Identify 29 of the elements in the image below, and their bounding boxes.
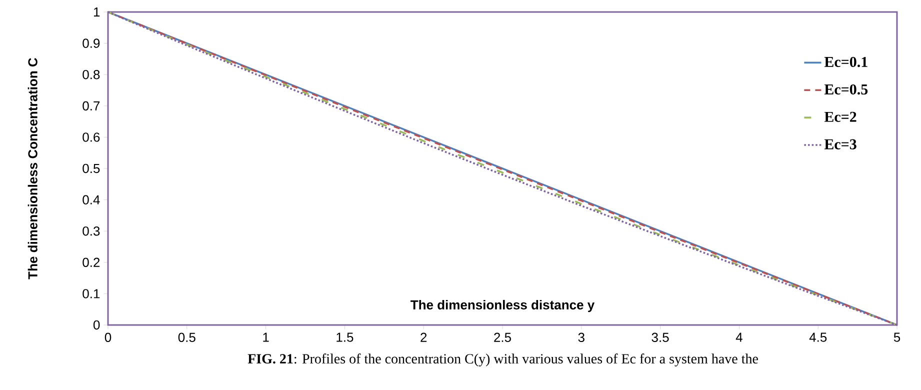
legend-label: Ec=3 bbox=[824, 139, 856, 150]
x-tick-label: 2 bbox=[420, 332, 427, 342]
y-tick-label: 0 bbox=[93, 320, 100, 330]
y-tick-label: 0.6 bbox=[82, 132, 100, 142]
y-tick-label: 0.2 bbox=[82, 258, 100, 267]
legend-label: Ec=2 bbox=[824, 112, 856, 122]
x-tick-label: 2.5 bbox=[494, 332, 511, 342]
text: FIG. 21: Profiles of the concentration C(y) with various values of Ec for a system have the bbox=[248, 354, 758, 366]
x-tick-label: 0 bbox=[104, 332, 112, 342]
y-tick-label: 0.4 bbox=[82, 195, 100, 204]
x-axis-title: The dimensionless distance y bbox=[410, 300, 595, 312]
legend-label: Ec=0.1 bbox=[824, 56, 868, 68]
x-tick-label: 4.5 bbox=[809, 332, 827, 342]
y-tick-label: 0.7 bbox=[82, 101, 100, 110]
y-axis-title: The dimensionless Concentration C bbox=[28, 58, 38, 280]
x-tick-label: 0.5 bbox=[178, 332, 196, 342]
x-tick-label: 3.5 bbox=[652, 332, 669, 342]
x-tick-label: 1.5 bbox=[336, 332, 354, 342]
y-tick-label: 0.5 bbox=[82, 164, 100, 174]
y-tick-label: 0.1 bbox=[82, 289, 100, 298]
y-tick-label: 0.3 bbox=[82, 226, 100, 236]
legend-label: Ec=0.5 bbox=[824, 84, 868, 95]
x-tick-label: 3 bbox=[578, 332, 584, 342]
y-tick-label: 0.8 bbox=[82, 70, 100, 80]
x-tick-label: 5 bbox=[894, 332, 900, 342]
y-tick-label: 1 bbox=[94, 8, 100, 16]
x-tick-label: 1 bbox=[263, 332, 269, 342]
x-tick-label: 4 bbox=[736, 332, 742, 342]
y-tick-label: 0.9 bbox=[82, 38, 100, 48]
